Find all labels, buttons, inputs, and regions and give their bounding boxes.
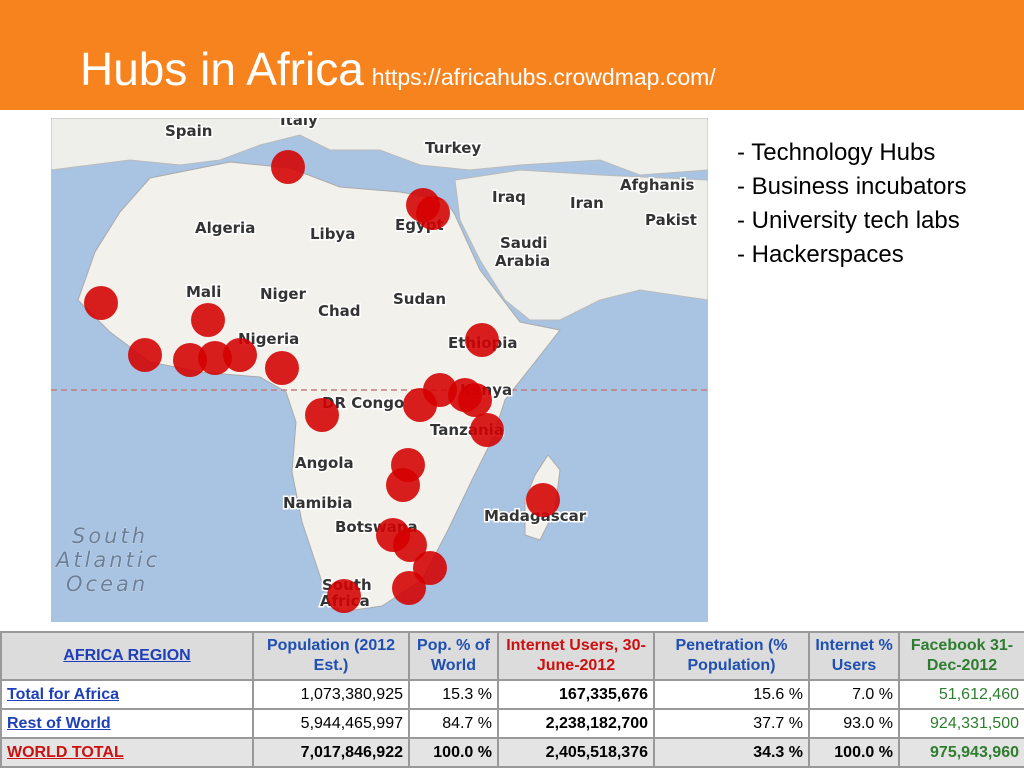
europe — [51, 118, 708, 176]
header-cell: Facebook 31-Dec-2012 — [898, 631, 1024, 681]
header-cell[interactable]: AFRICA REGION — [0, 631, 254, 681]
map-label: Iran — [570, 194, 604, 212]
ocean-label: Ocean — [66, 572, 148, 596]
table-cell: 37.7 % — [653, 708, 810, 739]
map-label: Niger — [260, 285, 307, 303]
header-cell: Internet % Users — [808, 631, 900, 681]
hub-marker[interactable] — [128, 338, 162, 372]
table-cell: 15.3 % — [408, 679, 499, 710]
table-cell: 7.0 % — [808, 679, 900, 710]
hub-marker[interactable] — [265, 351, 299, 385]
table-cell: 34.3 % — [653, 737, 810, 768]
table-cell: 15.6 % — [653, 679, 810, 710]
hub-marker[interactable] — [470, 413, 504, 447]
hub-marker[interactable] — [198, 341, 232, 375]
map-label: Mali — [186, 283, 221, 301]
stats-table: AFRICA REGION Population (2012 Est.) Pop… — [0, 631, 1024, 768]
map-label: Pakist — [645, 211, 697, 229]
table-cell: 93.0 % — [808, 708, 900, 739]
bullet: - University tech labs — [737, 207, 960, 234]
map-label: DR Congo — [322, 394, 404, 412]
hub-marker[interactable] — [223, 338, 257, 372]
hub-marker[interactable] — [305, 398, 339, 432]
table-cell: 975,943,960 — [898, 737, 1024, 768]
map-label: Chad — [318, 302, 361, 320]
hub-marker[interactable] — [416, 196, 450, 230]
middle-east — [454, 169, 708, 321]
table-cell: 2,405,518,376 — [497, 737, 655, 768]
table-row: WORLD TOTAL 7,017,846,922 100.0 % 2,405,518… — [0, 737, 1024, 768]
hub-marker[interactable] — [393, 528, 427, 562]
hub-markers — [84, 150, 560, 613]
hub-marker[interactable] — [403, 388, 437, 422]
hub-marker[interactable] — [458, 383, 492, 417]
map-label: Spain — [165, 122, 212, 140]
ocean-label: South — [72, 524, 148, 548]
table-row: Rest of World 5,944,465,997 84.7 % 2,238,18… — [0, 708, 1024, 739]
hub-marker[interactable] — [191, 303, 225, 337]
map-label: Afghanis — [620, 176, 694, 194]
map-label: Madagascar — [484, 507, 587, 525]
hub-marker[interactable] — [392, 571, 426, 605]
table-cell: 84.7 % — [408, 708, 499, 739]
bullet-list: - Technology Hubs - Business incubators … — [737, 136, 966, 272]
hub-marker[interactable] — [271, 150, 305, 184]
header-cell: Pop. % of World — [408, 631, 499, 681]
table-row: Total for Africa 1,073,380,925 15.3 % 167,3… — [0, 679, 1024, 710]
table-cell: 100.0 % — [808, 737, 900, 768]
bullet: - Hackerspaces — [737, 241, 904, 268]
table-cell: 5,944,465,997 — [252, 708, 410, 739]
map-label: Iraq — [492, 188, 526, 206]
table-cell: 7,017,846,922 — [252, 737, 410, 768]
table-cell: 924,331,500 — [898, 708, 1024, 739]
map-label: Arabia — [495, 252, 550, 270]
title-text: Hubs in Africa — [80, 43, 364, 95]
url[interactable]: https://africahubs.crowdmap.com/ — [371, 64, 716, 90]
ocean-label: Atlantic — [54, 548, 160, 572]
map-label: Saudi — [500, 234, 547, 252]
map-label: Algeria — [195, 219, 255, 237]
hub-marker[interactable] — [386, 468, 420, 502]
title: Hubs in Africa https://africahubs.crowdma… — [80, 42, 716, 96]
map-label: Namibia — [283, 494, 352, 512]
row-label[interactable]: Total for Africa — [0, 679, 254, 710]
map-label: Libya — [310, 225, 355, 243]
hub-marker[interactable] — [173, 343, 207, 377]
header-cell: Internet Users, 30-June-2012 — [497, 631, 655, 681]
map-label: Turkey — [425, 139, 481, 157]
bullet: - Technology Hubs — [737, 139, 936, 166]
map: Spain Italy Turkey Afghanis Iraq Iran Pa… — [51, 118, 708, 622]
hub-marker[interactable] — [526, 483, 560, 517]
header-cell: Penetration (% Population) — [653, 631, 810, 681]
map-label: Angola — [295, 454, 354, 472]
table-cell: 167,335,676 — [497, 679, 655, 710]
table-cell: 2,238,182,700 — [497, 708, 655, 739]
map-label: Italy — [280, 118, 318, 129]
hub-marker[interactable] — [465, 323, 499, 357]
map-label: Sudan — [393, 290, 446, 308]
row-label[interactable]: Rest of World — [0, 708, 254, 739]
hub-marker[interactable] — [84, 286, 118, 320]
row-label[interactable]: WORLD TOTAL — [0, 737, 254, 768]
table-cell: 51,612,460 — [898, 679, 1024, 710]
table-cell: 100.0 % — [408, 737, 499, 768]
table-cell: 1,073,380,925 — [252, 679, 410, 710]
header-row: AFRICA REGION Population (2012 Est.) Pop… — [0, 631, 1024, 681]
bullet: - Business incubators — [737, 173, 967, 200]
header-bar — [0, 0, 1024, 110]
hub-marker[interactable] — [327, 579, 361, 613]
header-cell: Population (2012 Est.) — [252, 631, 410, 681]
